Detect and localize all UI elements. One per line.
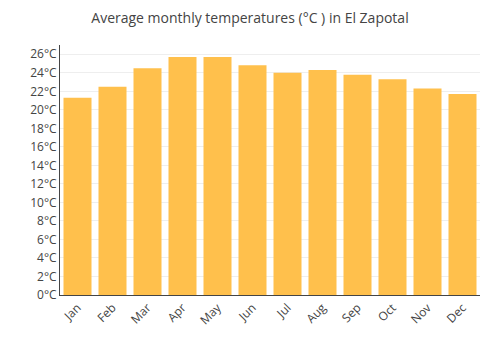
svg-text:Jul: Jul xyxy=(272,299,294,321)
svg-text:Jun: Jun xyxy=(234,299,259,324)
svg-text:24°C: 24°C xyxy=(30,64,57,81)
svg-text:12°C: 12°C xyxy=(30,175,57,192)
svg-text:Sep: Sep xyxy=(338,299,365,326)
svg-text:22°C: 22°C xyxy=(30,83,57,100)
svg-text:Aug: Aug xyxy=(302,299,330,327)
svg-text:26°C: 26°C xyxy=(30,45,57,62)
svg-text:Average monthly temperatures (: Average monthly temperatures (°C ) in El… xyxy=(91,8,408,27)
svg-text:Mar: Mar xyxy=(127,299,155,327)
svg-text:0°C: 0°C xyxy=(37,286,57,303)
svg-text:Feb: Feb xyxy=(93,299,119,325)
svg-text:Apr: Apr xyxy=(164,299,190,325)
svg-text:Dec: Dec xyxy=(443,299,470,326)
svg-text:10°C: 10°C xyxy=(30,194,57,211)
svg-text:May: May xyxy=(196,299,225,328)
svg-text:Jan: Jan xyxy=(60,299,85,324)
svg-text:6°C: 6°C xyxy=(37,231,57,248)
svg-text:Nov: Nov xyxy=(407,299,435,327)
svg-text:20°C: 20°C xyxy=(30,101,57,118)
svg-text:Oct: Oct xyxy=(374,299,400,325)
svg-text:18°C: 18°C xyxy=(30,120,57,137)
svg-text:4°C: 4°C xyxy=(37,249,57,266)
svg-text:16°C: 16°C xyxy=(30,138,57,155)
svg-text:2°C: 2°C xyxy=(37,268,57,285)
svg-text:14°C: 14°C xyxy=(30,157,57,174)
svg-text:8°C: 8°C xyxy=(37,212,57,229)
